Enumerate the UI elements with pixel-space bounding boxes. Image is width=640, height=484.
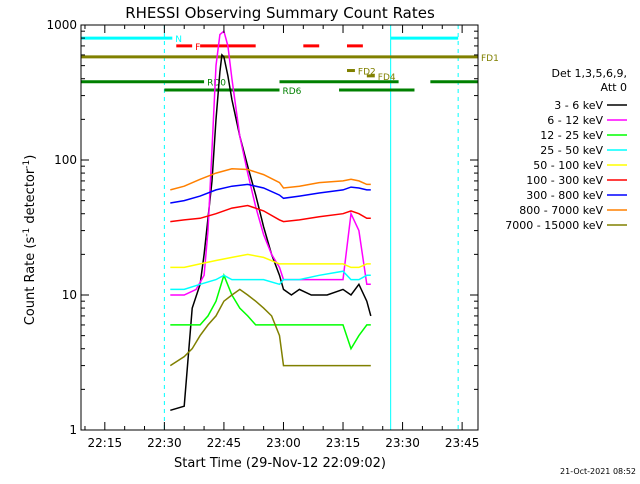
series-line-6 bbox=[170, 183, 371, 204]
legend-entry-label-2: 12 - 25 keV bbox=[540, 129, 603, 142]
annotation-label-fd2: FD2 bbox=[358, 68, 376, 78]
series-line-8 bbox=[169, 288, 371, 367]
x-tick-label: 23:45 bbox=[445, 436, 480, 450]
annotation-label-fd1: FD1 bbox=[481, 54, 499, 64]
series-line-5 bbox=[170, 204, 371, 223]
series-line-1 bbox=[170, 29, 371, 296]
x-tick-label: 23:00 bbox=[266, 436, 301, 450]
legend-header: Det 1,3,5,6,9, bbox=[551, 67, 627, 80]
annotation-label-n: N bbox=[175, 35, 182, 45]
legend-entry-label-6: 300 - 800 keV bbox=[526, 189, 603, 202]
legend-entry-label-8: 7000 - 15000 keV bbox=[505, 219, 603, 232]
series-line-4 bbox=[170, 253, 371, 269]
y-tick-label: 1 bbox=[69, 423, 77, 437]
x-axis-label: Start Time (29-Nov-12 22:09:02) bbox=[174, 456, 386, 471]
y-axis-label: Count Rate (s-1 detector-1) bbox=[22, 155, 38, 326]
annotation-label-f: F bbox=[195, 43, 200, 53]
y-tick-label: 100 bbox=[54, 153, 77, 167]
y-axis-label-part2: detector bbox=[23, 168, 38, 228]
annotation-label-rd6: RD6 bbox=[283, 87, 302, 97]
series-line-7 bbox=[170, 168, 371, 191]
y-axis-label-end: ) bbox=[23, 155, 38, 160]
series-line-2 bbox=[170, 273, 371, 351]
footer-date: 21-Oct-2021 08:52 bbox=[560, 467, 636, 476]
annotation-label-fd4: FD4 bbox=[378, 73, 396, 83]
chart-title: RHESSI Observing Summary Count Rates bbox=[125, 4, 435, 22]
y-axis-label-sup2: -1 bbox=[22, 160, 32, 169]
x-tick-label: 23:15 bbox=[326, 436, 361, 450]
legend-entry-label-0: 3 - 6 keV bbox=[554, 99, 603, 112]
y-tick-label: 10 bbox=[62, 288, 77, 302]
x-tick-label: 22:15 bbox=[88, 436, 123, 450]
legend-entry-label-5: 100 - 300 keV bbox=[526, 174, 603, 187]
legend: Det 1,3,5,6,9,Att 0 3 - 6 keV 6 - 12 keV 12… bbox=[505, 67, 627, 232]
legend-entry-label-4: 50 - 100 keV bbox=[533, 159, 603, 172]
x-tick-label: 23:30 bbox=[385, 436, 420, 450]
x-tick-label: 22:30 bbox=[147, 436, 182, 450]
series-line-0 bbox=[170, 53, 372, 412]
series-line-3 bbox=[170, 270, 371, 291]
y-tick-label: 1000 bbox=[46, 18, 77, 32]
legend-entry-label-7: 800 - 7000 keV bbox=[519, 204, 603, 217]
y-axis-label-sup1: -1 bbox=[22, 228, 32, 237]
legend-entry-label-1: 6 - 12 keV bbox=[547, 114, 603, 127]
x-tick-label: 22:45 bbox=[207, 436, 242, 450]
legend-header: Att 0 bbox=[601, 81, 627, 94]
annotation-label-rd0: RD0 bbox=[207, 79, 226, 89]
legend-entry-label-3: 25 - 50 keV bbox=[540, 144, 603, 157]
plot-frame bbox=[80, 24, 479, 431]
y-axis-label-part1: Count Rate (s bbox=[23, 237, 38, 326]
